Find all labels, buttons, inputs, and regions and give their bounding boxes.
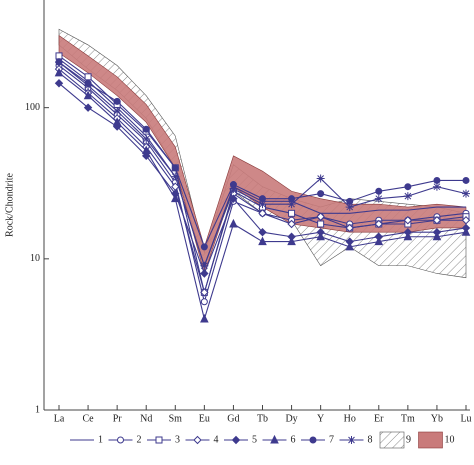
x-tick-label: Ce [83,413,95,424]
marker [347,436,356,444]
marker [84,81,93,90]
marker [316,174,325,183]
marker [200,288,209,297]
x-tick-label: Dy [285,413,297,424]
marker [258,209,267,218]
marker [229,218,238,228]
x-tick-label: Lu [460,413,471,424]
marker [54,67,64,77]
marker [432,182,441,191]
marker [83,90,93,100]
marker [229,184,238,193]
x-tick-label: Tm [401,413,415,424]
legend-swatch [418,431,443,449]
y-tick-label: 100 [25,102,40,113]
marker [54,79,64,88]
legend-label: 3 [175,434,180,445]
legend-label: 9 [406,434,411,445]
legend-label: 2 [137,434,142,445]
marker [229,194,238,203]
x-tick-label: Tb [257,413,268,424]
marker [462,189,470,198]
x-tick-label: Nd [140,413,152,424]
marker [200,298,208,306]
marker [113,97,121,105]
marker [155,436,163,444]
marker [112,117,122,126]
marker [171,172,180,181]
marker [432,231,442,241]
y-tick-label: 1 [35,404,40,415]
marker [403,231,413,241]
x-tick-label: Yb [431,413,443,424]
marker [55,52,63,60]
marker [403,216,413,225]
marker [170,193,180,203]
marker [200,261,209,270]
marker [432,216,442,225]
marker [200,269,209,278]
marker [84,73,92,81]
marker [142,125,150,133]
legend-label: 4 [214,434,219,445]
marker [374,236,384,246]
marker [404,183,412,191]
marker [288,209,296,217]
marker [461,216,471,225]
x-tick-label: Ho [344,413,356,424]
marker [345,241,355,251]
marker [317,190,325,198]
marker [258,236,267,246]
marker [374,219,383,229]
marker [113,107,122,116]
marker [316,231,325,241]
marker [55,58,63,67]
marker [287,236,296,246]
marker [200,313,209,323]
marker [462,176,470,184]
x-tick-label: Sm [169,413,183,424]
x-tick-label: Er [374,413,384,424]
legend-label: 6 [291,434,296,445]
x-tick-label: Y [317,413,324,424]
marker [461,227,471,236]
marker [345,203,354,212]
marker [117,436,124,444]
plot-area [54,28,471,323]
y-tick-label: 10 [30,253,40,264]
marker [231,435,241,445]
marker [83,103,93,112]
x-tick-label: La [54,413,65,424]
marker [345,223,354,233]
marker [142,135,151,144]
x-tick-label: Eu [199,413,210,424]
legend-label: 1 [98,434,103,445]
marker [141,145,151,155]
marker [403,192,412,201]
legend-label: 10 [445,434,455,445]
marker [316,212,325,221]
marker [433,176,441,184]
marker [171,164,179,172]
marker [270,434,279,444]
marker [375,187,383,195]
y-axis-label: Rock/Chondrite [4,173,15,237]
legend-label: 8 [368,434,373,445]
marker [200,243,208,251]
marker [374,194,383,203]
marker [287,219,296,229]
marker [287,200,296,209]
x-tick-label: Pr [113,413,123,424]
marker [193,435,202,445]
legend-label: 7 [329,434,334,445]
x-tick-label: Gd [227,413,239,424]
marker [258,228,267,237]
marker [317,220,325,228]
marker [309,436,317,444]
marker [258,200,267,209]
legend-label: 5 [252,434,257,445]
legend-swatch [379,431,405,449]
